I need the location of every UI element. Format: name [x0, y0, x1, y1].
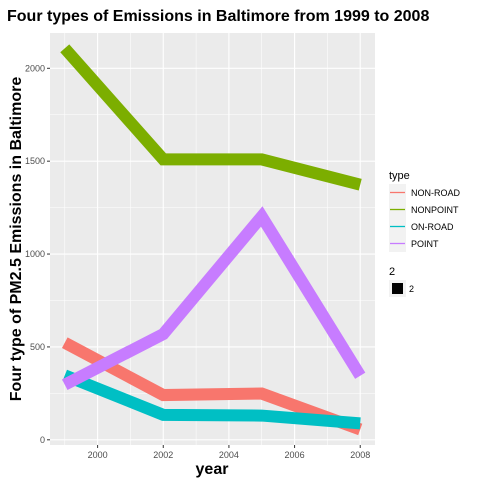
legend-size-label: 2 — [409, 284, 414, 294]
legend-label: NON-ROAD — [411, 188, 460, 198]
legend-type-items: NON-ROAD NONPOINT ON-ROAD POINT — [389, 184, 460, 252]
legend-size-swatch — [392, 283, 403, 294]
legend-label: NONPOINT — [411, 205, 459, 215]
x-tick-label: 2006 — [285, 450, 305, 460]
legend-label: POINT — [411, 239, 439, 249]
legend: type NON-ROAD NONPOINT ON-ROAD POINT 2 2 — [389, 170, 460, 297]
legend-size-title: 2 — [389, 266, 395, 278]
x-tick-label: 2002 — [153, 450, 173, 460]
chart-title: Four types of Emissions in Baltimore fro… — [7, 8, 429, 25]
y-tick-label: 1000 — [25, 249, 45, 259]
x-axis-title: year — [196, 461, 229, 478]
y-axis-title: Four type of PM2.5 Emissions in Baltimor… — [8, 77, 25, 402]
series-line-point — [62, 206, 366, 391]
y-axis: 0 500 1000 1500 2000 — [25, 63, 50, 445]
series-line-non-road — [61, 337, 363, 436]
x-tick-label: 2004 — [219, 450, 239, 460]
y-tick-label: 1500 — [25, 156, 45, 166]
legend-label: ON-ROAD — [411, 222, 454, 232]
y-tick-label: 500 — [30, 342, 45, 352]
x-tick-label: 2008 — [350, 450, 370, 460]
grid — [50, 33, 375, 445]
series-line-nonpoint — [60, 44, 362, 191]
x-axis: 2000 2002 2004 2006 2008 — [88, 445, 370, 460]
series-lines — [60, 44, 366, 436]
y-tick-label: 2000 — [25, 63, 45, 73]
y-tick-label: 0 — [40, 435, 45, 445]
series-line-on-road — [62, 369, 361, 430]
x-tick-label: 2000 — [88, 450, 108, 460]
legend-type-title: type — [389, 170, 410, 182]
